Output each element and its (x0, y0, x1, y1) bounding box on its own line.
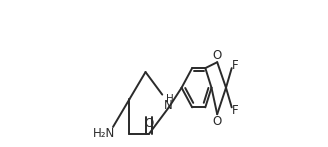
Text: O: O (213, 49, 222, 61)
Text: O: O (144, 117, 154, 130)
Text: F: F (232, 59, 239, 72)
Text: N: N (164, 99, 173, 112)
Text: F: F (232, 104, 239, 117)
Text: H₂N: H₂N (93, 127, 115, 140)
Text: O: O (213, 115, 222, 128)
Text: H: H (166, 94, 174, 104)
